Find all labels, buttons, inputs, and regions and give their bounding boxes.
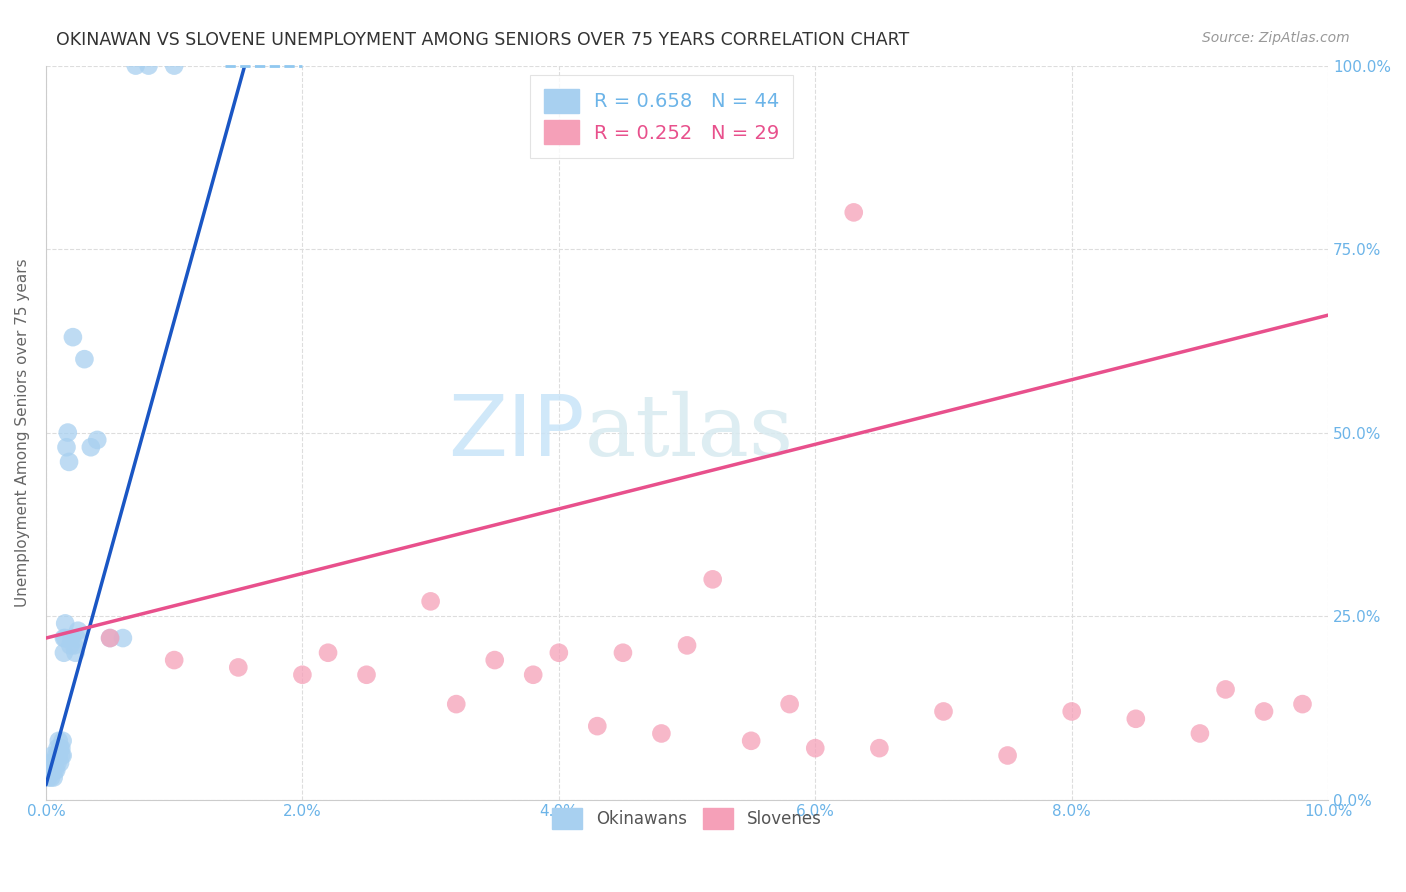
Point — [1125, 712, 1147, 726]
Point — [868, 741, 890, 756]
Point — [66, 624, 89, 638]
Point — [56, 425, 79, 440]
Point — [73, 352, 96, 367]
Point — [997, 748, 1019, 763]
Point — [650, 726, 672, 740]
Point — [226, 660, 249, 674]
Point — [612, 646, 634, 660]
Point — [59, 639, 82, 653]
Point — [522, 667, 544, 681]
Point — [98, 631, 121, 645]
Legend: Okinawans, Slovenes: Okinawans, Slovenes — [546, 802, 828, 835]
Point — [48, 734, 70, 748]
Point — [55, 440, 77, 454]
Point — [291, 667, 314, 681]
Point — [63, 639, 86, 653]
Point — [49, 756, 72, 770]
Point — [446, 697, 468, 711]
Point — [51, 741, 73, 756]
Point — [586, 719, 609, 733]
Point — [316, 646, 339, 660]
Point — [41, 748, 63, 763]
Point — [39, 756, 62, 770]
Point — [80, 440, 103, 454]
Point — [46, 741, 69, 756]
Point — [419, 594, 441, 608]
Point — [51, 748, 73, 763]
Text: atlas: atlas — [585, 391, 793, 475]
Point — [53, 631, 76, 645]
Point — [86, 433, 108, 447]
Point — [842, 205, 865, 219]
Point — [1188, 726, 1211, 740]
Point — [52, 734, 75, 748]
Point — [62, 330, 84, 344]
Point — [52, 631, 75, 645]
Point — [932, 705, 955, 719]
Text: ZIP: ZIP — [449, 391, 585, 474]
Point — [42, 771, 65, 785]
Point — [49, 741, 72, 756]
Point — [38, 771, 60, 785]
Point — [676, 639, 699, 653]
Point — [779, 697, 801, 711]
Point — [53, 616, 76, 631]
Point — [60, 631, 83, 645]
Point — [45, 748, 67, 763]
Point — [125, 59, 148, 73]
Point — [356, 667, 378, 681]
Point — [484, 653, 506, 667]
Text: OKINAWAN VS SLOVENE UNEMPLOYMENT AMONG SENIORS OVER 75 YEARS CORRELATION CHART: OKINAWAN VS SLOVENE UNEMPLOYMENT AMONG S… — [56, 31, 910, 49]
Point — [1253, 705, 1275, 719]
Point — [52, 748, 75, 763]
Point — [46, 756, 69, 770]
Point — [58, 455, 80, 469]
Point — [39, 771, 62, 785]
Point — [804, 741, 827, 756]
Point — [52, 646, 75, 660]
Point — [1060, 705, 1083, 719]
Point — [44, 756, 66, 770]
Point — [38, 763, 60, 777]
Point — [44, 763, 66, 777]
Point — [740, 734, 762, 748]
Point — [48, 748, 70, 763]
Point — [1291, 697, 1313, 711]
Point — [66, 631, 89, 645]
Point — [163, 653, 186, 667]
Point — [1215, 682, 1237, 697]
Point — [138, 59, 160, 73]
Point — [41, 763, 63, 777]
Point — [45, 763, 67, 777]
Y-axis label: Unemployment Among Seniors over 75 years: Unemployment Among Seniors over 75 years — [15, 259, 30, 607]
Point — [547, 646, 569, 660]
Point — [111, 631, 134, 645]
Point — [65, 646, 87, 660]
Text: Source: ZipAtlas.com: Source: ZipAtlas.com — [1202, 31, 1350, 45]
Point — [702, 572, 724, 586]
Point — [42, 756, 65, 770]
Point — [163, 59, 186, 73]
Point — [98, 631, 121, 645]
